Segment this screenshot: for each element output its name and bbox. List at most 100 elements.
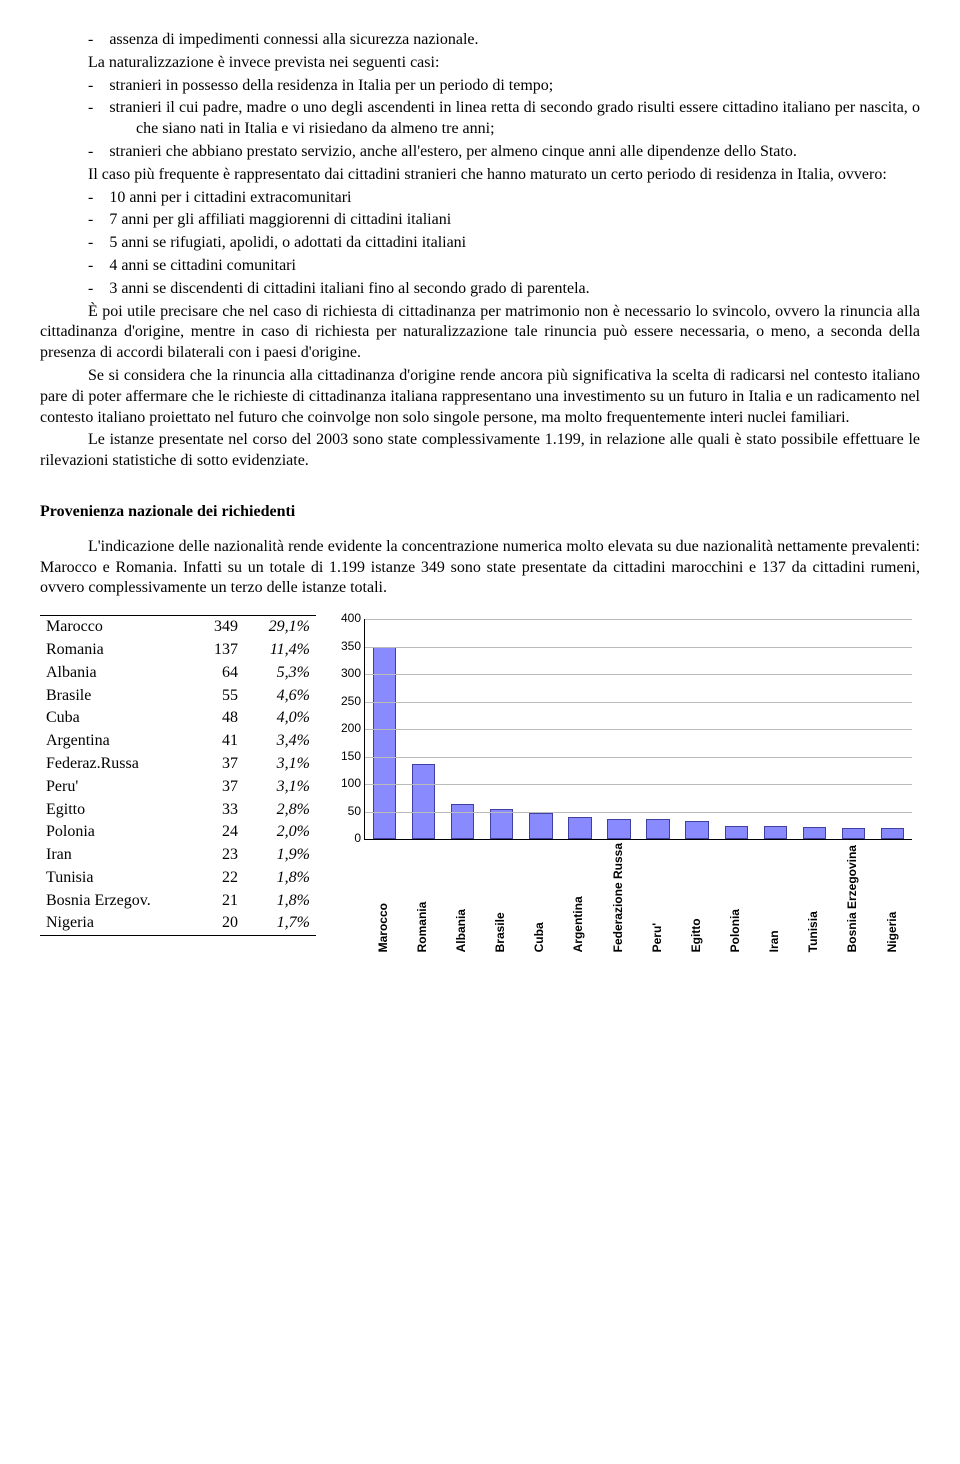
value-cell: 20 xyxy=(182,912,244,935)
value-cell: 55 xyxy=(182,685,244,708)
chart-gridline xyxy=(365,647,912,648)
chart-y-tick-label: 250 xyxy=(331,694,361,710)
list-item: - 4 anni se cittadini comunitari xyxy=(40,256,920,277)
value-cell: 41 xyxy=(182,730,244,753)
country-cell: Nigeria xyxy=(40,912,182,935)
country-cell: Tunisia xyxy=(40,867,182,890)
chart-x-tick-label: Peru' xyxy=(650,843,666,952)
list-item: - 10 anni per i cittadini extracomunitar… xyxy=(40,188,920,209)
chart-bar xyxy=(764,826,787,839)
list-item: - assenza di impedimenti connessi alla s… xyxy=(40,30,920,51)
table-row: Nigeria201,7% xyxy=(40,912,316,935)
percent-cell: 3,1% xyxy=(244,753,316,776)
chart-bar xyxy=(881,828,904,839)
nationality-bar-chart: 050100150200250300350400 MaroccoRomaniaA… xyxy=(328,615,920,915)
chart-y-tick-label: 300 xyxy=(331,666,361,682)
table-row: Cuba484,0% xyxy=(40,707,316,730)
paragraph: Le istanze presentate nel corso del 2003… xyxy=(40,430,920,472)
chart-bar xyxy=(842,828,865,840)
percent-cell: 1,8% xyxy=(244,890,316,913)
body-text: - assenza di impedimenti connessi alla s… xyxy=(40,30,920,472)
table-row: Peru'373,1% xyxy=(40,776,316,799)
percent-cell: 2,8% xyxy=(244,799,316,822)
chart-x-tick-label: Egitto xyxy=(689,843,705,952)
chart-x-tick-label: Marocco xyxy=(376,843,392,952)
chart-bar xyxy=(568,817,591,840)
table-row: Polonia242,0% xyxy=(40,821,316,844)
value-cell: 37 xyxy=(182,776,244,799)
nationality-table: Marocco34929,1%Romania13711,4%Albania645… xyxy=(40,615,316,936)
chart-y-tick-label: 200 xyxy=(331,721,361,737)
value-cell: 48 xyxy=(182,707,244,730)
percent-cell: 4,6% xyxy=(244,685,316,708)
table-row: Argentina413,4% xyxy=(40,730,316,753)
value-cell: 23 xyxy=(182,844,244,867)
value-cell: 22 xyxy=(182,867,244,890)
chart-bar xyxy=(803,827,826,839)
chart-y-tick-label: 350 xyxy=(331,639,361,655)
percent-cell: 1,8% xyxy=(244,867,316,890)
value-cell: 37 xyxy=(182,753,244,776)
chart-bar xyxy=(607,819,630,839)
chart-gridline xyxy=(365,674,912,675)
value-cell: 349 xyxy=(182,616,244,639)
chart-bar xyxy=(451,804,474,839)
country-cell: Romania xyxy=(40,639,182,662)
chart-bar xyxy=(490,809,513,839)
country-cell: Marocco xyxy=(40,616,182,639)
chart-y-tick-label: 0 xyxy=(331,831,361,847)
country-cell: Federaz.Russa xyxy=(40,753,182,776)
country-cell: Argentina xyxy=(40,730,182,753)
paragraph: Il caso più frequente è rappresentato da… xyxy=(40,165,920,186)
country-cell: Egitto xyxy=(40,799,182,822)
country-cell: Peru' xyxy=(40,776,182,799)
percent-cell: 2,0% xyxy=(244,821,316,844)
chart-x-tick-label: Cuba xyxy=(532,843,548,952)
table-row: Brasile554,6% xyxy=(40,685,316,708)
value-cell: 24 xyxy=(182,821,244,844)
table-row: Tunisia221,8% xyxy=(40,867,316,890)
section-heading: Provenienza nazionale dei richiedenti xyxy=(40,502,920,523)
percent-cell: 29,1% xyxy=(244,616,316,639)
table-row: Federaz.Russa373,1% xyxy=(40,753,316,776)
list-item: - stranieri che abbiano prestato servizi… xyxy=(40,142,920,163)
chart-bar xyxy=(373,647,396,839)
value-cell: 21 xyxy=(182,890,244,913)
chart-x-tick-label: Romania xyxy=(415,843,431,952)
paragraph: Se si considera che la rinuncia alla cit… xyxy=(40,366,920,428)
chart-y-tick-label: 400 xyxy=(331,611,361,627)
chart-bar xyxy=(412,764,435,839)
percent-cell: 1,7% xyxy=(244,912,316,935)
chart-x-tick-label: Polonia xyxy=(728,843,744,952)
table-row: Bosnia Erzegov.211,8% xyxy=(40,890,316,913)
chart-x-tick-label: Brasile xyxy=(493,843,509,952)
chart-x-tick-label: Albania xyxy=(454,843,470,952)
table-row: Albania645,3% xyxy=(40,662,316,685)
data-and-chart-row: Marocco34929,1%Romania13711,4%Albania645… xyxy=(40,615,920,936)
chart-gridline xyxy=(365,729,912,730)
chart-y-tick-label: 100 xyxy=(331,776,361,792)
value-cell: 137 xyxy=(182,639,244,662)
chart-bar xyxy=(529,813,552,839)
chart-x-tick-label: Nigeria xyxy=(885,843,901,952)
table-row: Iran231,9% xyxy=(40,844,316,867)
country-cell: Albania xyxy=(40,662,182,685)
list-item: - 5 anni se rifugiati, apolidi, o adotta… xyxy=(40,233,920,254)
chart-x-tick-label: Iran xyxy=(767,843,783,952)
percent-cell: 3,4% xyxy=(244,730,316,753)
list-item: - 7 anni per gli affiliati maggiorenni d… xyxy=(40,210,920,231)
table-row: Egitto332,8% xyxy=(40,799,316,822)
value-cell: 33 xyxy=(182,799,244,822)
paragraph: La naturalizzazione è invece prevista ne… xyxy=(40,53,920,74)
chart-bar xyxy=(685,821,708,839)
chart-bar xyxy=(646,819,669,839)
paragraph: È poi utile precisare che nel caso di ri… xyxy=(40,302,920,364)
table-row: Romania13711,4% xyxy=(40,639,316,662)
chart-x-tick-label: Bosnia Erzegovina xyxy=(845,843,861,952)
table-row: Marocco34929,1% xyxy=(40,616,316,639)
value-cell: 64 xyxy=(182,662,244,685)
chart-gridline xyxy=(365,757,912,758)
country-cell: Polonia xyxy=(40,821,182,844)
list-item: - 3 anni se discendenti di cittadini ita… xyxy=(40,279,920,300)
percent-cell: 1,9% xyxy=(244,844,316,867)
